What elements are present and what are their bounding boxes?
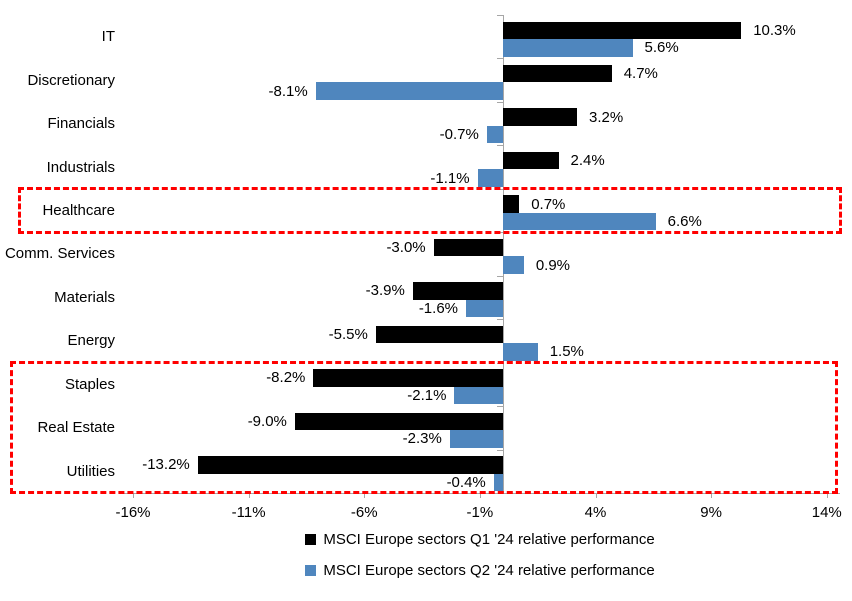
- q1-bar: [433, 238, 503, 257]
- y-axis-tick: [497, 101, 503, 103]
- x-tick-label: -16%: [115, 504, 151, 521]
- q2-bar: [503, 212, 656, 231]
- q1-bar: [503, 195, 520, 213]
- category-label: Comm. Services: [4, 245, 115, 263]
- q1-bar: [503, 64, 612, 83]
- legend: MSCI Europe sectors Q1 '24 relative perf…: [110, 528, 850, 581]
- x-tick-label: 4%: [584, 504, 607, 521]
- legend-label-q1: MSCI Europe sectors Q1 '24 relative perf…: [323, 530, 655, 548]
- value-label: 5.6%: [644, 39, 679, 57]
- y-axis-tick: [497, 362, 503, 364]
- y-axis-tick: [497, 275, 503, 277]
- value-label: 10.3%: [753, 21, 796, 39]
- y-axis-tick: [497, 15, 503, 16]
- q2-bar: [503, 343, 538, 361]
- y-axis-tick: [497, 58, 503, 60]
- value-label: 6.6%: [667, 213, 702, 231]
- value-label: -1.6%: [418, 299, 458, 317]
- value-label: -9.0%: [247, 412, 287, 430]
- x-axis-tick: [826, 493, 828, 498]
- y-axis-tick: [497, 145, 503, 147]
- value-label: -8.2%: [266, 369, 306, 387]
- value-label: -2.3%: [402, 430, 442, 448]
- y-axis-tick: [497, 492, 503, 494]
- value-label: 3.2%: [589, 108, 624, 126]
- x-axis-tick: [364, 493, 366, 498]
- value-label: -3.9%: [365, 282, 405, 300]
- legend-swatch-q2: [305, 564, 317, 576]
- legend-swatch-q1: [305, 533, 317, 545]
- q2-bar: [477, 169, 503, 187]
- value-label: 4.7%: [623, 65, 658, 83]
- q1-bar: [375, 325, 503, 344]
- legend-entry-q1: MSCI Europe sectors Q1 '24 relative perf…: [305, 528, 655, 550]
- category-label: Industrials: [46, 158, 115, 176]
- q2-bar: [449, 430, 503, 448]
- value-label: -8.1%: [268, 82, 308, 100]
- x-tick-label: -1%: [466, 504, 494, 521]
- q1-bar: [503, 108, 577, 126]
- value-label: -13.2%: [142, 456, 190, 474]
- q2-bar: [315, 82, 503, 100]
- q1-bar: [412, 282, 503, 300]
- value-label: -2.1%: [407, 386, 447, 404]
- value-label: 0.7%: [531, 195, 566, 213]
- x-axis-tick: [595, 493, 597, 498]
- q2-bar: [503, 39, 633, 57]
- y-axis-tick: [497, 406, 503, 408]
- x-tick-label: -11%: [231, 504, 266, 521]
- q2-bar: [454, 386, 503, 405]
- y-axis-line: [503, 15, 504, 493]
- category-label: Healthcare: [42, 202, 115, 220]
- q2-bar: [503, 256, 524, 274]
- q2-bar: [486, 125, 503, 144]
- y-axis-tick: [497, 232, 503, 234]
- category-label: Materials: [54, 288, 115, 306]
- value-label: 0.9%: [535, 256, 571, 274]
- category-label: Real Estate: [37, 419, 115, 437]
- x-axis-tick: [711, 493, 713, 498]
- category-label: Staples: [64, 375, 115, 393]
- category-label: Discretionary: [27, 71, 115, 89]
- category-label: IT: [101, 28, 115, 46]
- y-axis-tick: [497, 319, 503, 321]
- q2-bar: [466, 299, 503, 318]
- category-label: Utilities: [66, 462, 115, 480]
- q1-bar: [503, 151, 559, 170]
- legend-entry-q2: MSCI Europe sectors Q2 '24 relative perf…: [305, 559, 655, 581]
- x-axis-tick: [248, 493, 250, 498]
- value-label: -0.7%: [439, 126, 479, 144]
- q1-bar: [197, 456, 503, 474]
- q1-bar: [294, 412, 503, 431]
- category-label: Energy: [67, 332, 115, 350]
- x-axis-tick: [133, 493, 134, 498]
- x-axis-tick: [479, 493, 481, 498]
- category-label: Financials: [47, 115, 115, 133]
- x-tick-label: -6%: [350, 504, 378, 521]
- value-label: -5.5%: [328, 325, 368, 343]
- q1-bar: [503, 21, 742, 39]
- value-label: -3.0%: [386, 239, 426, 256]
- value-label: 2.4%: [570, 152, 605, 170]
- q1-bar: [313, 369, 503, 387]
- legend-label-q2: MSCI Europe sectors Q2 '24 relative perf…: [323, 561, 655, 579]
- x-tick-label: 14%: [811, 504, 842, 521]
- x-tick-label: 9%: [700, 504, 722, 521]
- value-label: 1.5%: [549, 343, 584, 361]
- value-label: -1.1%: [430, 169, 470, 187]
- y-axis-tick: [497, 188, 503, 190]
- value-label: -0.4%: [446, 473, 486, 491]
- q2-bar: [493, 473, 503, 491]
- highlight-box: [18, 187, 842, 234]
- y-axis-tick: [497, 449, 503, 451]
